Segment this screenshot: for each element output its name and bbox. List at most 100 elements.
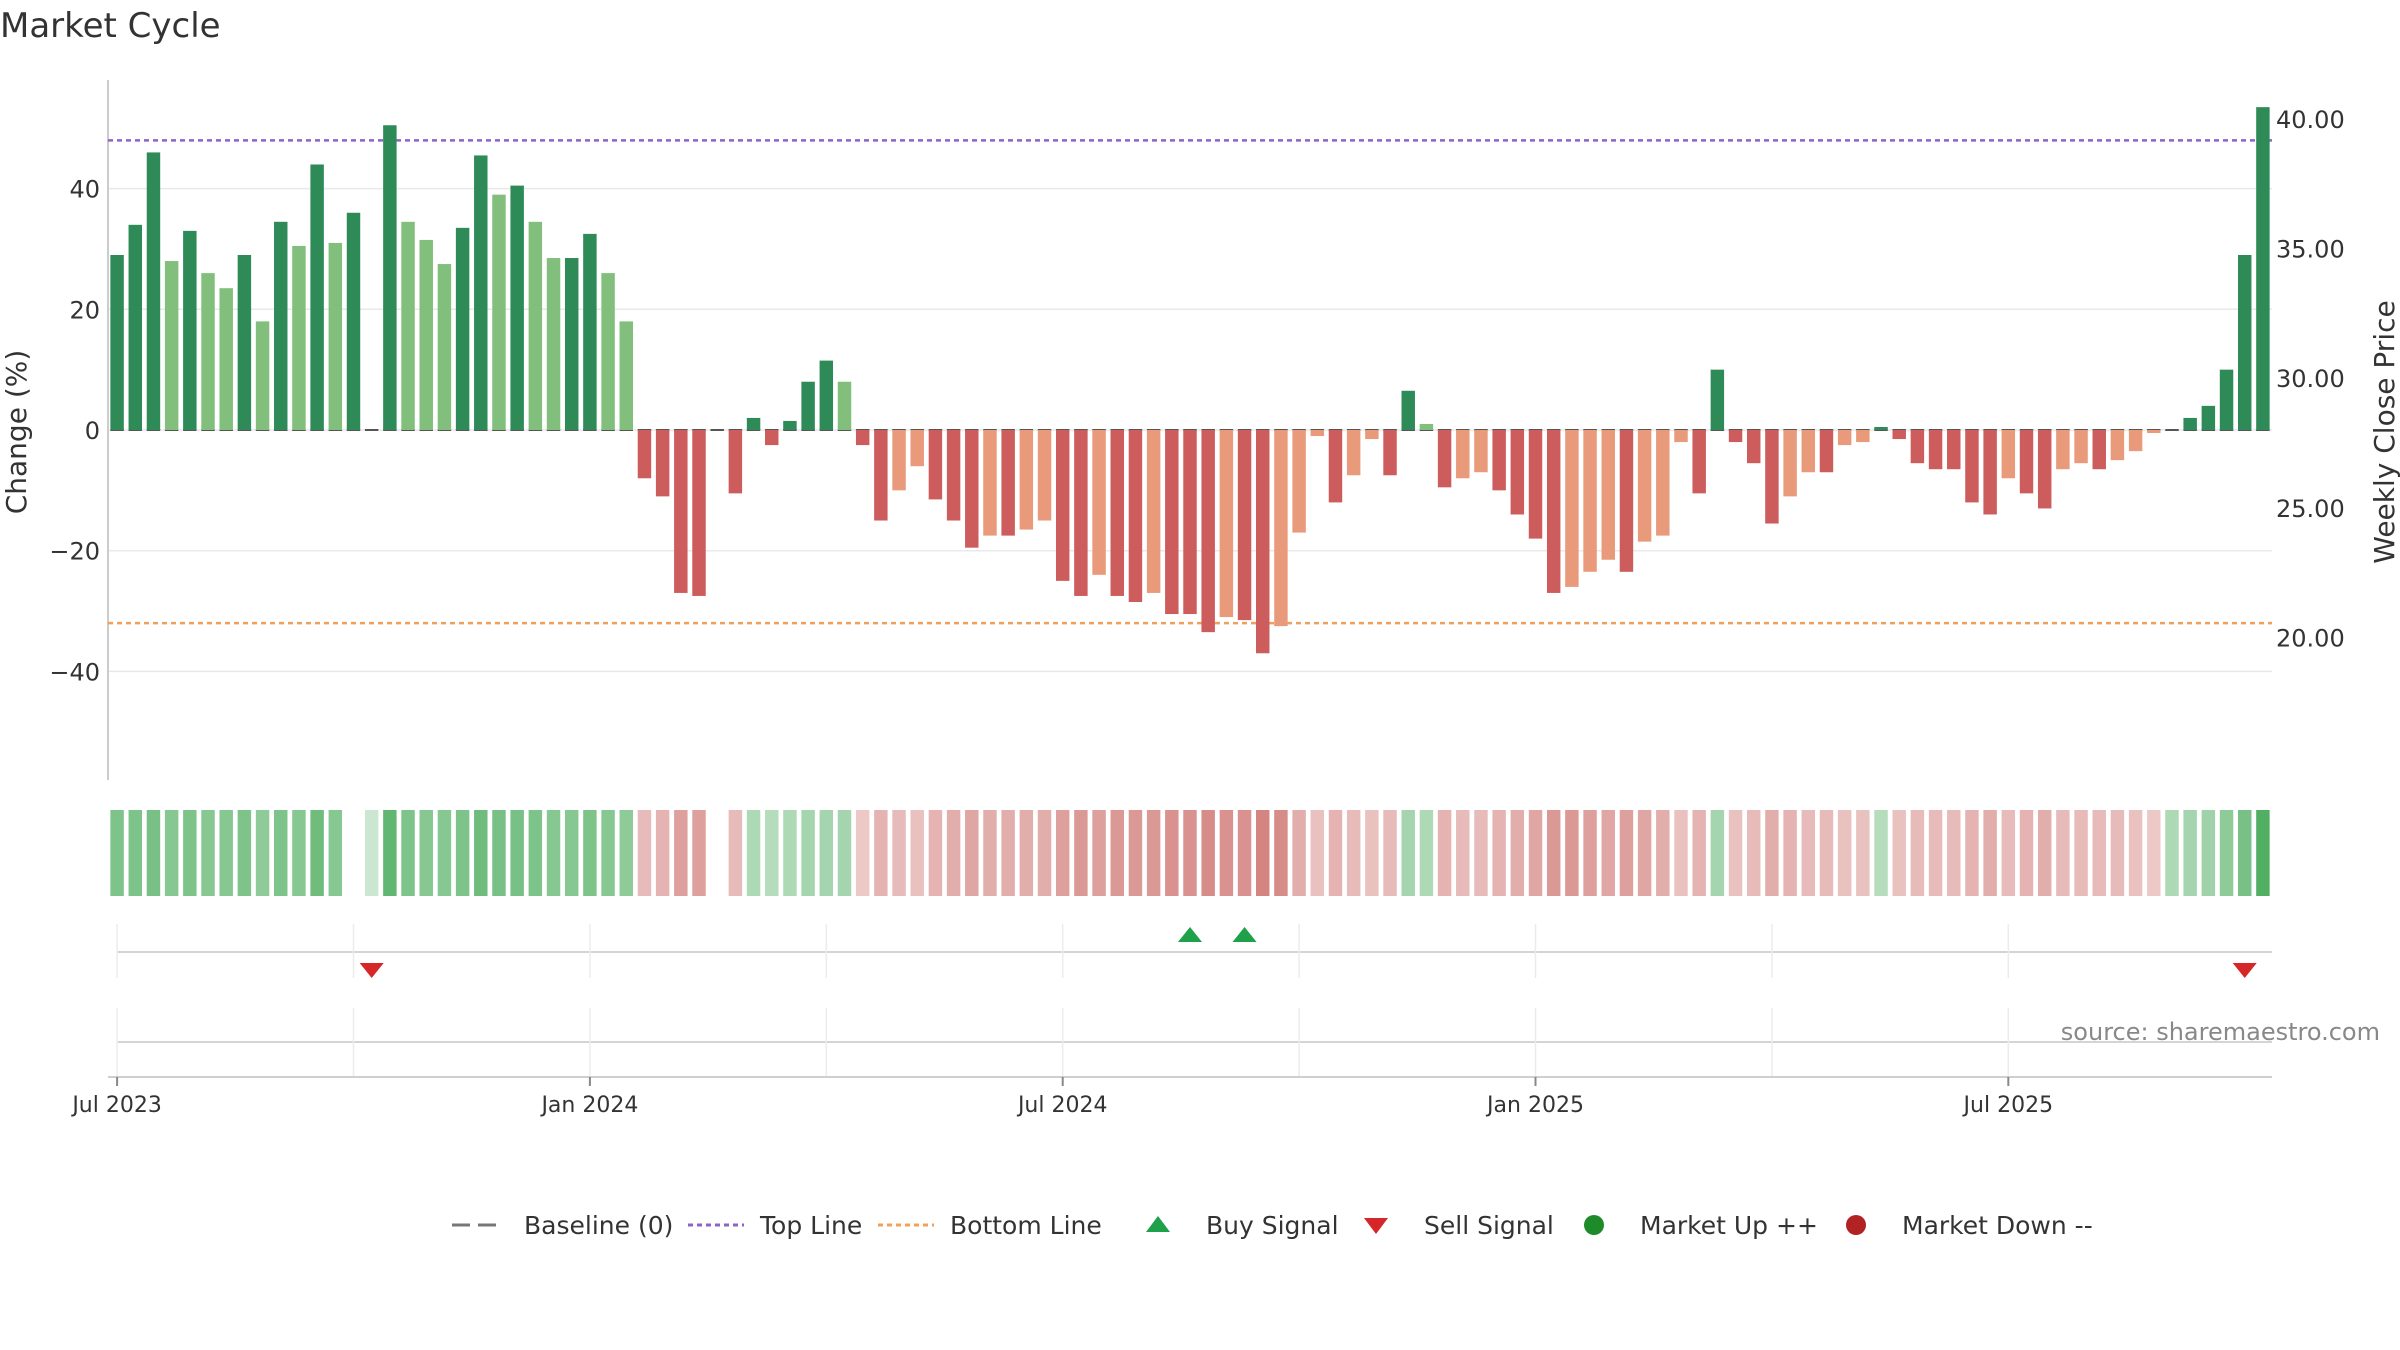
change-bar (1328, 430, 1343, 503)
heat-cell (2019, 810, 2034, 896)
change-bar (946, 430, 961, 521)
legend-item: Top Line (688, 1211, 862, 1240)
heat-cell (910, 810, 924, 896)
heat-cell (1528, 810, 1543, 896)
heat-cell (2165, 810, 2179, 896)
change-bar (164, 261, 179, 430)
legend-label: Baseline (0) (524, 1211, 673, 1240)
change-bar (1037, 430, 1052, 521)
y-left-tick-label: 20 (69, 296, 100, 324)
change-bar (1128, 430, 1143, 602)
heat-cell (1656, 810, 1670, 896)
heat-cell (474, 810, 488, 896)
change-bar (1546, 430, 1561, 593)
heat-cell (2183, 810, 2197, 896)
change-bar (110, 255, 124, 430)
change-bar (1383, 430, 1397, 476)
signal-panel (116, 924, 2272, 978)
source-credit: source: sharemaestro.com (2061, 1018, 2380, 1046)
change-bar (401, 221, 415, 430)
change-bar (1001, 430, 1015, 536)
heat-cell (1110, 810, 1124, 896)
heat-cell (2037, 810, 2052, 896)
change-bar (2001, 430, 2016, 479)
change-bar (601, 273, 615, 430)
change-bar (583, 233, 597, 430)
heat-cell (292, 810, 306, 896)
heat-cell (1346, 810, 1361, 896)
change-bar (1019, 430, 1034, 530)
change-bar (1692, 430, 1706, 494)
heat-cell (637, 810, 652, 896)
legend-item: Market Down -- (1846, 1211, 2093, 1240)
heat-cell (2074, 810, 2088, 896)
heat-cell (1637, 810, 1652, 896)
change-bar (2147, 430, 2161, 434)
heat-cell (692, 810, 706, 896)
change-bar (2237, 255, 2252, 430)
heat-cell (946, 810, 961, 896)
heat-cell (1856, 810, 1870, 896)
buy-signal-marker (1232, 927, 1257, 942)
heat-cell (619, 810, 633, 896)
y-axis-right: 40.00 35.00 30.00 25.00 20.00 (2276, 106, 2345, 653)
change-bar (328, 242, 343, 430)
change-bar (1747, 430, 1761, 464)
heat-cell (2092, 810, 2106, 896)
heat-cell (874, 810, 888, 896)
heat-cell (2201, 810, 2216, 896)
change-bar (765, 430, 779, 446)
heat-cell (1583, 810, 1597, 896)
heat-cell (1019, 810, 1034, 896)
change-bar (474, 155, 488, 430)
y-right-tick-label: 35.00 (2276, 236, 2345, 264)
legend-label: Sell Signal (1424, 1211, 1554, 1240)
heat-cell (1474, 810, 1488, 896)
x-tick-label: Jan 2024 (539, 1093, 638, 1118)
change-bar (928, 430, 943, 500)
change-bar (1237, 430, 1252, 621)
heat-cell (1128, 810, 1143, 896)
change-bar (1274, 430, 1288, 627)
change-bar (455, 227, 470, 430)
heat-cell (383, 810, 397, 896)
change-bar (128, 224, 143, 430)
heat-cell (1910, 810, 1925, 896)
heat-cell (728, 810, 743, 896)
heat-cell (201, 810, 215, 896)
heat-cell (237, 810, 252, 896)
y-left-tick-label: −40 (49, 658, 100, 686)
change-bar (855, 430, 870, 446)
legend: Baseline (0) Top Line Bottom Line Buy Signa… (452, 1211, 2093, 1240)
change-bar (237, 255, 252, 430)
heat-cell (1783, 810, 1797, 896)
legend-item: Baseline (0) (452, 1211, 673, 1240)
heat-cell (1183, 810, 1197, 896)
change-bar (874, 430, 888, 521)
legend-label: Market Down -- (1902, 1211, 2093, 1240)
change-bar (437, 264, 452, 430)
change-bar (1801, 430, 1816, 473)
heat-cell (1074, 810, 1088, 896)
heat-cell (819, 810, 834, 896)
change-bar (1983, 430, 1997, 515)
change-bar (892, 430, 906, 491)
legend-item: Buy Signal (1146, 1211, 1339, 1240)
change-bar (655, 430, 670, 497)
change-bar (1783, 430, 1797, 497)
heat-cell (1619, 810, 1634, 896)
heat-cell (1274, 810, 1288, 896)
sell-signal-marker (2232, 963, 2257, 978)
heat-cell (110, 810, 124, 896)
heat-cell (2110, 810, 2125, 896)
change-bar (2019, 430, 2034, 494)
y-left-tick-label: 40 (69, 176, 100, 204)
change-bar (1656, 430, 1670, 536)
change-bar (1510, 430, 1525, 515)
change-bar (310, 164, 324, 430)
legend-circle-marker (1584, 1215, 1604, 1235)
legend-triangle-up-marker (1146, 1216, 1170, 1232)
heat-cell (1037, 810, 1052, 896)
heat-cell (2256, 810, 2270, 896)
heat-cell (2001, 810, 2016, 896)
